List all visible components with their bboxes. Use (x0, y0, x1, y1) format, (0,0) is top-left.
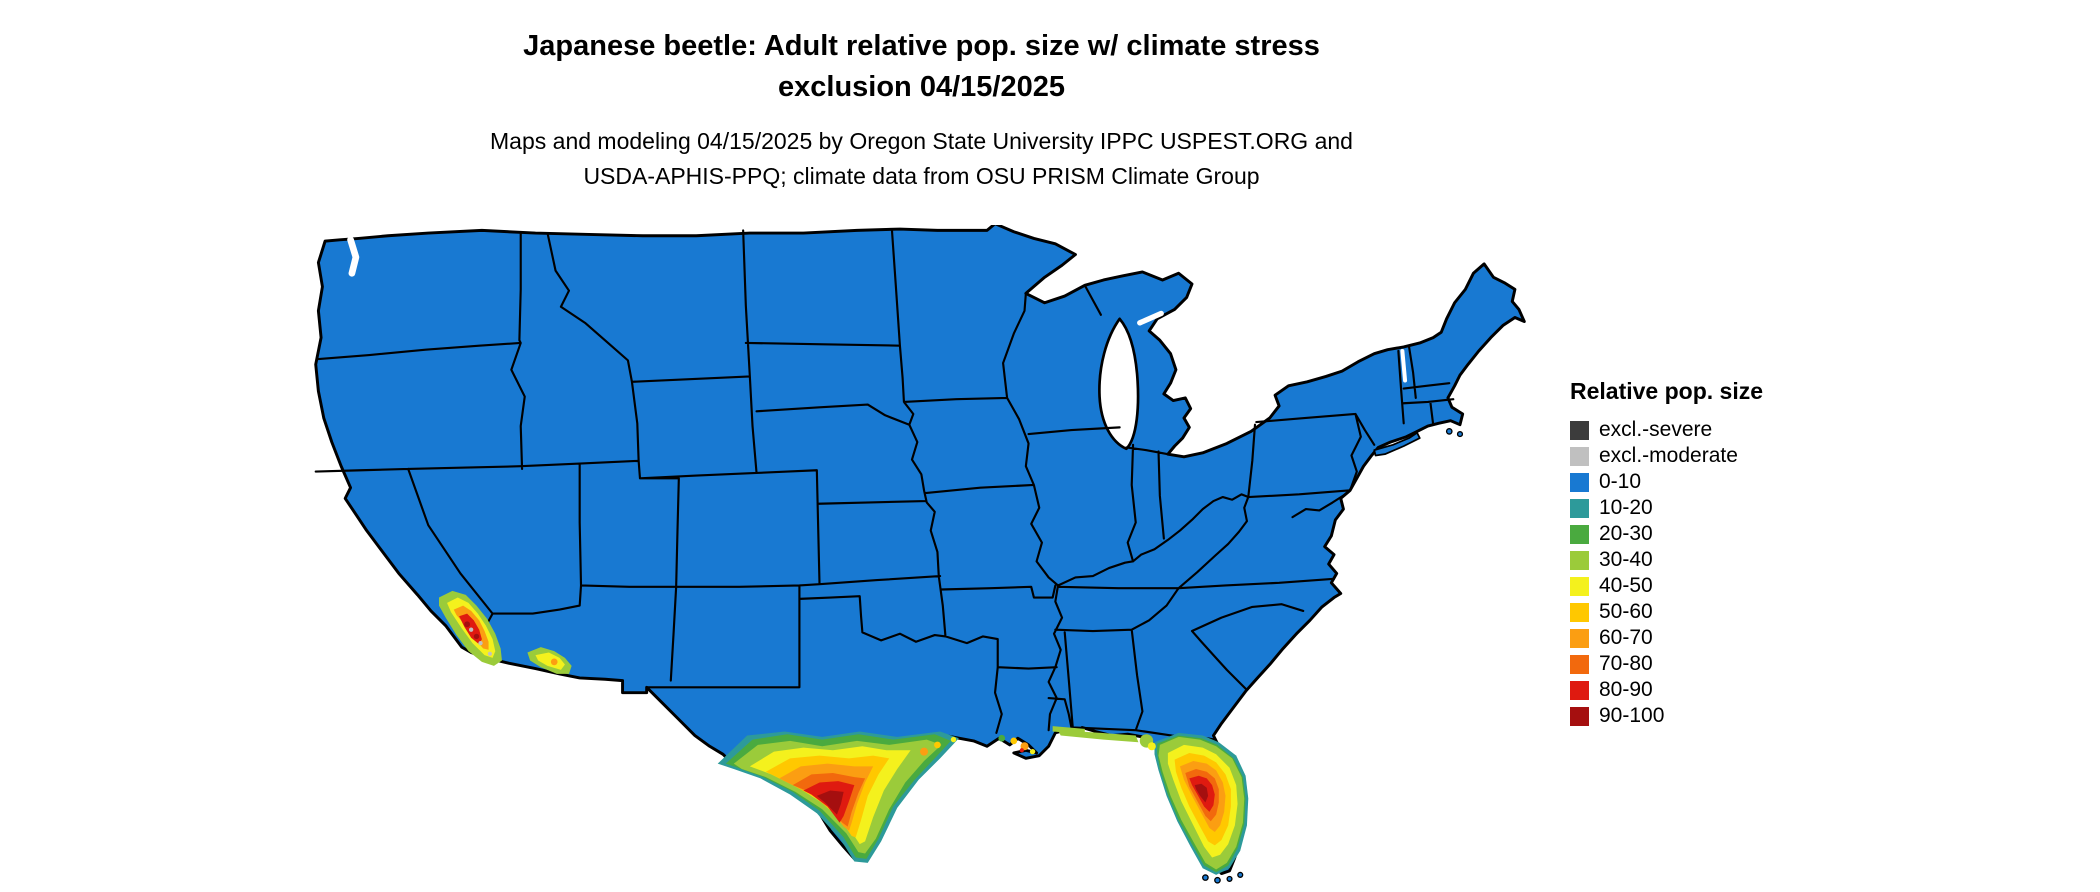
legend-swatch (1570, 550, 1589, 570)
legend-item: 0-10 (1570, 469, 1763, 495)
hotspot-south-texas (717, 731, 959, 863)
map-legend: Relative pop. size excl.-severe excl.-mod… (1570, 378, 1763, 729)
page-subtitle-line1: Maps and modeling 04/15/2025 by Oregon S… (490, 128, 1353, 155)
florida-keys (1202, 871, 1244, 884)
us-map-figure (305, 225, 1531, 887)
delta-speck-80-90 (1019, 748, 1024, 753)
legend-title: Relative pop. size (1570, 378, 1764, 404)
exclusion-moderate-fleck (478, 640, 483, 646)
florida-key-islet (1226, 875, 1233, 882)
legend-swatch (1570, 680, 1589, 700)
legend-item: 70-80 (1570, 651, 1763, 677)
legend-swatch (1570, 420, 1589, 440)
legend-item: excl.-moderate (1570, 443, 1763, 469)
legend-label: 10-20 (1599, 496, 1653, 519)
coastal-speck-50-60 (934, 741, 941, 749)
legend-item: 40-50 (1570, 573, 1763, 599)
imperial-valley-core-60-70 (550, 658, 558, 666)
great-lakes (347, 236, 1408, 451)
page-title-line1: Japanese beetle: Adult relative pop. siz… (523, 30, 1320, 62)
heat-core-90-100 (473, 633, 480, 640)
exclusion-moderate-fleck (469, 627, 474, 632)
heat-core-90-100 (816, 790, 844, 815)
coastal-speck-40-50 (950, 736, 957, 743)
legend-swatch (1570, 628, 1589, 648)
us-map (314, 225, 1526, 884)
page-title-line2: exclusion 04/15/2025 (778, 71, 1065, 104)
legend-label: 60-70 (1599, 626, 1653, 649)
long-island (1373, 431, 1421, 457)
legend-label: 30-40 (1599, 548, 1653, 571)
straits-of-mackinac (1137, 310, 1164, 326)
legend-swatch (1570, 498, 1589, 518)
heat-core-90-100 (1194, 783, 1209, 803)
legend-label: 50-60 (1599, 600, 1653, 623)
legend-swatch (1570, 706, 1589, 726)
legend-items: excl.-severe excl.-moderate 0-10 10-20 20-30… (1570, 417, 1763, 729)
legend-label: excl.-severe (1599, 418, 1713, 441)
legend-label: 80-90 (1599, 678, 1653, 701)
delta-speck-50-60 (1010, 737, 1018, 745)
legend-item: 60-70 (1570, 625, 1763, 651)
marthas-vineyard-island (1445, 428, 1453, 435)
florida-key-islet (1237, 871, 1244, 878)
legend-item: 30-40 (1570, 547, 1763, 573)
legend-swatch (1570, 472, 1589, 492)
puget-sound (347, 236, 360, 277)
legend-item: 10-20 (1570, 495, 1763, 521)
legend-swatch (1570, 446, 1589, 466)
coastal-speck-60-70 (920, 747, 929, 756)
florida-key-islet (1214, 876, 1221, 884)
delta-speck-20-30 (998, 734, 1006, 742)
legend-swatch (1570, 576, 1589, 596)
legend-label: 20-30 (1599, 522, 1653, 545)
lake-champlain (1400, 348, 1408, 383)
legend-swatch (1570, 602, 1589, 622)
heat-core-90-100 (464, 621, 471, 628)
page-subtitle-line2: USDA-APHIS-PPQ; climate data from OSU PR… (583, 162, 1260, 189)
state-borders (314, 227, 1455, 741)
legend-item: 50-60 (1570, 599, 1763, 625)
lake-michigan (1098, 317, 1140, 451)
nantucket-island (1456, 430, 1464, 438)
panhandle-strip-30-40 (1058, 730, 1139, 743)
hotspot-florida (1139, 732, 1249, 875)
title-block: Japanese beetle: Adult relative pop. siz… (0, 26, 1843, 193)
legend-label: 0-10 (1599, 470, 1642, 493)
legend-item: 80-90 (1570, 677, 1763, 703)
exclusion-moderate-fleck (487, 651, 492, 656)
legend-label: 40-50 (1599, 574, 1653, 597)
legend-item: 90-100 (1570, 703, 1763, 729)
legend-item: excl.-severe (1570, 417, 1763, 443)
legend-swatch (1570, 654, 1589, 674)
florida-key-islet (1202, 874, 1209, 881)
islands (1202, 428, 1464, 884)
page-subtitle: Maps and modeling 04/15/2025 by Oregon S… (0, 124, 1843, 193)
legend-label: 70-80 (1599, 652, 1653, 675)
legend-label: excl.-moderate (1599, 444, 1738, 467)
legend-item: 20-30 (1570, 521, 1763, 547)
state-border-lines (314, 227, 1455, 741)
legend-swatch (1570, 524, 1589, 544)
legend-label: 90-100 (1599, 704, 1665, 727)
page-title: Japanese beetle: Adult relative pop. siz… (0, 26, 1843, 108)
delta-speck-40-50 (1029, 748, 1036, 755)
hotspot-southern-california (438, 590, 572, 674)
big-bend-patch-40-50 (1147, 742, 1156, 751)
